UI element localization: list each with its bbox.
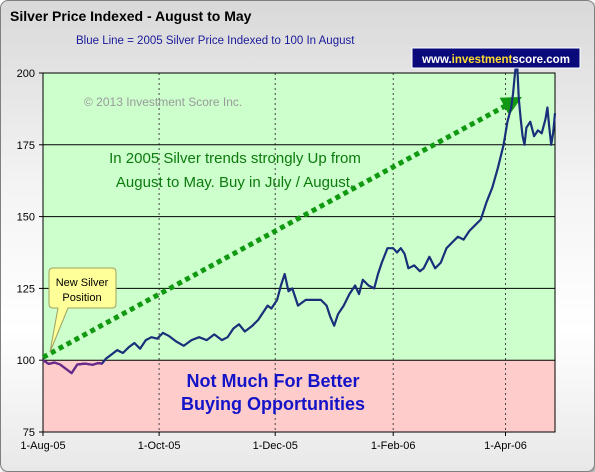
y-tick-label: 75	[23, 427, 35, 439]
badge-highlight: investment	[452, 54, 513, 66]
chart-subtitle: Blue Line = 2005 Silver Price Indexed to…	[76, 35, 355, 47]
y-tick-label: 125	[17, 283, 35, 295]
x-tick-label: 1-Dec-05	[253, 440, 298, 452]
y-tick-label: 175	[17, 140, 35, 152]
svg-text:www.investmentscore.com: www.investmentscore.com	[421, 54, 570, 66]
badge-suffix: score.com	[512, 54, 570, 66]
y-tick-label: 100	[17, 355, 35, 367]
plot-border	[42, 72, 556, 433]
copyright-text: © 2013 Investment Score Inc.	[84, 95, 242, 109]
callout-line-1: New Silver	[56, 277, 109, 289]
chart-title: Silver Price Indexed - August to May	[10, 8, 252, 24]
x-tick-label: 1-Aug-05	[20, 440, 65, 452]
annotation-bottom-line-1: Not Much For Better	[187, 371, 360, 391]
website-badge: www.investmentscore.com	[411, 47, 581, 69]
red-zone	[43, 360, 555, 432]
y-tick-label: 150	[17, 212, 35, 224]
trend-arrow	[41, 96, 522, 360]
annotation-bottom-line-2: Buying Opportunities	[181, 394, 365, 414]
x-tick-label: 1-Oct-05	[138, 440, 181, 452]
annotation-top-line-1: In 2005 Silver trends strongly Up from	[109, 150, 361, 167]
series-line-early	[42, 359, 103, 375]
y-tick-label: 200	[17, 68, 35, 80]
annotation-top-line-2: August to May. Buy in July / August.	[116, 174, 354, 191]
series-line	[42, 57, 557, 375]
x-tick-label: 1-Feb-06	[371, 440, 416, 452]
x-tick-label: 1-Apr-06	[484, 440, 527, 452]
new-position-callout: New Silver Position	[48, 267, 117, 353]
callout-line-2: Position	[62, 292, 101, 304]
badge-prefix: www.	[421, 54, 452, 66]
